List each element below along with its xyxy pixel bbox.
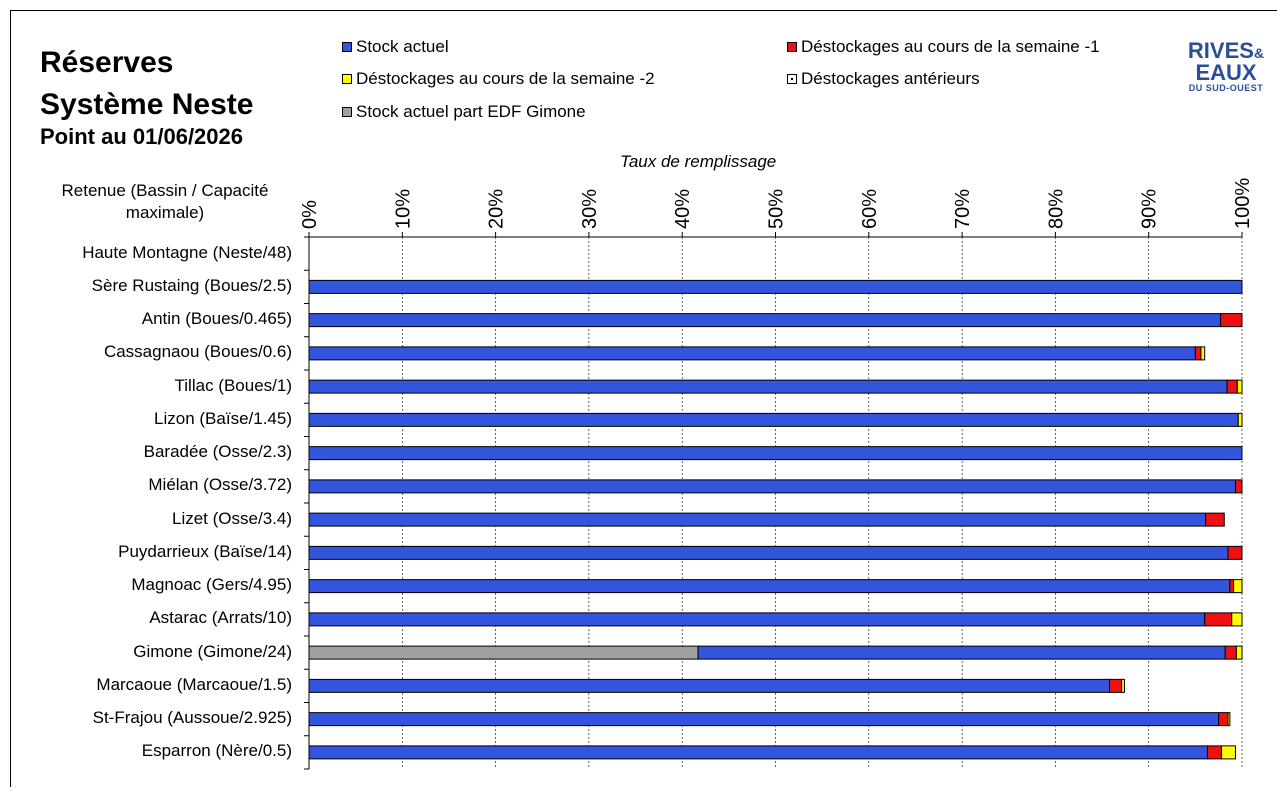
bar-segment [308,612,1206,627]
logo-text-line-2: EAUX [1195,60,1257,85]
legend-label-week1: Déstockages au cours de la semaine -1 [801,37,1100,56]
x-tick-label: 20% [486,189,508,229]
category-label: Magnoac (Gers/4.95) [131,575,292,595]
bar-segment [1236,379,1243,394]
bar-segment [308,313,1222,328]
bar-segment [1229,579,1235,594]
legend-label-week2: Déstockages au cours de la semaine -2 [356,69,655,88]
bar-segment [1220,745,1236,760]
bar-segment [1194,346,1202,361]
bar-segment [308,379,1228,394]
bar-segment [308,678,1111,693]
bar-segment [308,645,699,660]
x-tick-label: 0% [299,200,321,229]
x-tick-label: 90% [1139,189,1161,229]
x-tick-label: 60% [859,189,881,229]
page-title-line-2: Système Neste [40,88,254,121]
category-label: Esparron (Nère/0.5) [141,741,292,761]
legend-label-stock: Stock actuel [356,37,449,56]
category-label: Puydarrieux (Baïse/14) [118,541,292,561]
bar-segment [1220,313,1243,328]
legend-swatch-anterior [787,74,797,84]
logo-text-line-3: DU SUD-OUEST [1188,83,1264,93]
bar-segment [1234,479,1243,494]
legend-swatch-gimone-edf [342,107,352,117]
category-label: Astarac (Arrats/10) [149,608,292,628]
bar-segment [1200,346,1206,361]
bar-segment [308,412,1239,427]
category-label: Marcaoue (Marcaoue/1.5) [96,674,292,694]
bar-segment [1227,545,1243,560]
legend-label-anterior: Déstockages antérieurs [801,69,980,88]
bar-segment [1109,678,1123,693]
report-date: Point au 01/06/2026 [40,124,243,149]
bar-segment [1237,412,1243,427]
bar-segment [308,479,1236,494]
category-label: Antin (Boues/0.465) [141,309,292,329]
bar-segment [1205,512,1225,527]
company-logo: RIVES& EAUX DU SUD-OUEST [1180,40,1272,93]
category-axis-header: Retenue (Bassin / Capacité maximale) [61,181,269,222]
bar-segment [308,512,1207,527]
bar-segment [308,579,1231,594]
category-label: Cassagnaou (Boues/0.6) [103,342,292,362]
page-title-line-1: Réserves [40,46,174,79]
legend-item-gimone-edf: Stock actuel part EDF Gimone [342,102,586,122]
x-tick-label: 50% [766,189,788,229]
x-tick-label: 70% [952,189,974,229]
category-label: Sère Rustaing (Boues/2.5) [91,275,292,295]
x-tick-label: 30% [579,189,601,229]
legend-swatch-week2 [342,74,352,84]
bar-segment [1218,712,1229,727]
bar-segment [1121,678,1125,693]
bar-segment [1227,712,1231,727]
legend-item-week1: Déstockages au cours de la semaine -1 [787,37,1100,57]
bar-segment [308,545,1229,560]
category-label: Baradée (Osse/2.3) [143,442,292,462]
logo-text-line-1: RIVES [1187,38,1254,63]
category-label: Lizon (Baïse/1.45) [154,408,292,428]
bar-segment [697,645,1226,660]
category-label: Miélan (Osse/3.72) [148,475,292,495]
category-label: Gimone (Gimone/24) [133,641,292,661]
bar-segment [308,745,1208,760]
category-label: Tillac (Boues/1) [174,375,292,395]
bar-segment [308,712,1220,727]
legend-label-gimone-edf: Stock actuel part EDF Gimone [356,102,586,121]
bar-segment [1206,745,1222,760]
bar-segment [1231,612,1243,627]
bar-segment [308,279,1243,294]
legend-swatch-week1 [787,42,797,52]
legend-item-stock: Stock actuel [342,37,449,57]
x-tick-label: 100% [1232,178,1254,229]
bar-segment [1235,645,1243,660]
bar-segment [308,446,1243,461]
logo-ampersand: & [1253,45,1265,61]
x-tick-label: 10% [392,189,414,229]
legend-item-anterior: Déstockages antérieurs [787,69,980,89]
x-tick-label: 80% [1045,189,1067,229]
bar-segment [1233,579,1243,594]
x-axis-title: Taux de remplissage [620,152,777,171]
category-label: Haute Montagne (Neste/48) [82,242,292,262]
bar-segment [1204,612,1233,627]
x-tick-label: 40% [672,189,694,229]
bar-segment [1224,645,1237,660]
category-label: St-Frajou (Aussoue/2.925) [92,708,292,728]
bar-segment [308,346,1196,361]
legend-item-week2: Déstockages au cours de la semaine -2 [342,69,655,89]
bar-segment [1226,379,1238,394]
category-label: Lizet (Osse/3.4) [172,508,292,528]
legend-swatch-stock [342,42,352,52]
